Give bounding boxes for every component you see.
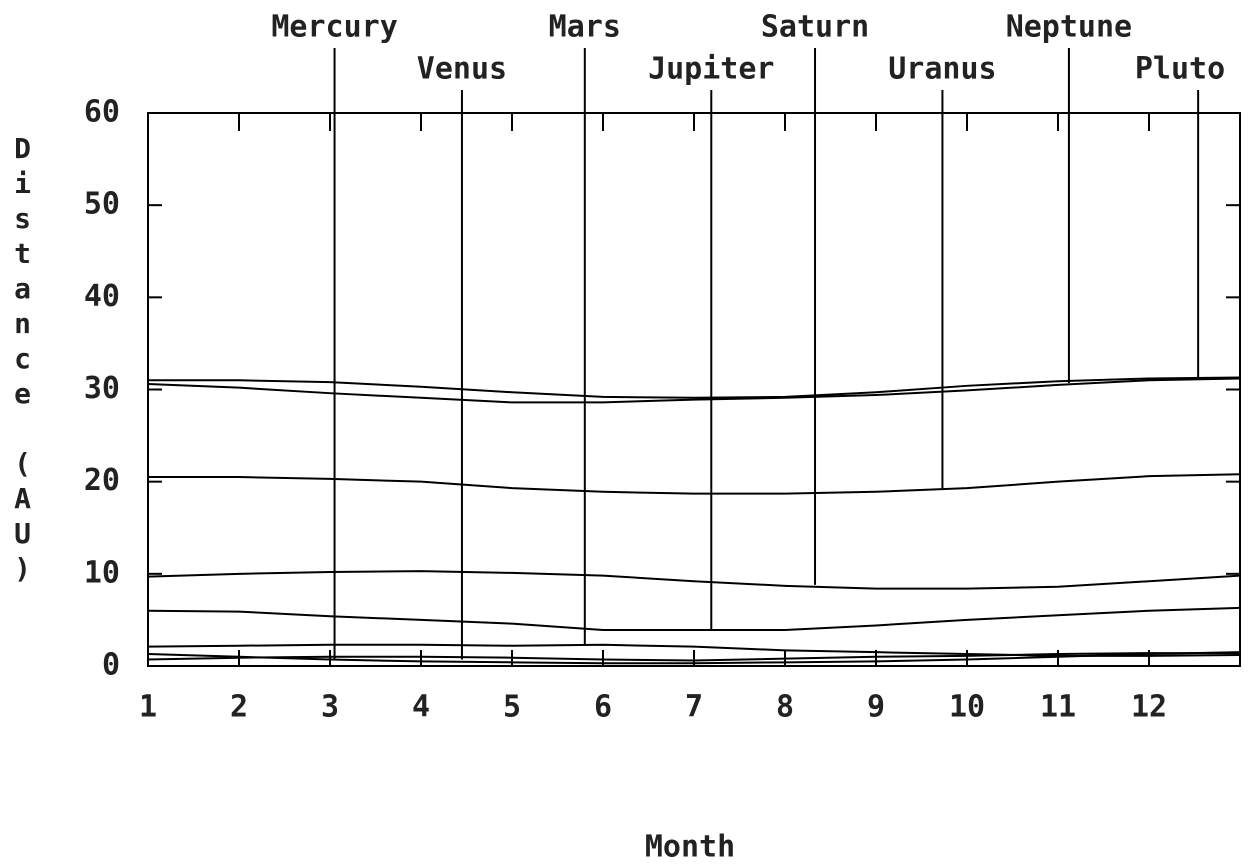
- x-tick-label: 3: [321, 690, 339, 725]
- y-tick-label: 60: [84, 95, 120, 130]
- series-line: [147, 652, 1240, 662]
- series-line: [147, 651, 1241, 665]
- x-tick-label: 5: [503, 690, 521, 725]
- annotation-label: Pluto: [1135, 52, 1225, 87]
- annotation-label: Mars: [549, 10, 621, 45]
- x-tick-label: 1: [139, 690, 157, 725]
- y-tick-label: 20: [84, 463, 120, 498]
- series-line: [148, 473, 1241, 495]
- x-tick-label: 2: [230, 690, 248, 725]
- x-tick-label: 12: [1131, 690, 1167, 725]
- series-line: [147, 570, 1241, 590]
- y-tick-label: 0: [102, 648, 120, 683]
- x-tick-label: 7: [685, 690, 703, 725]
- x-tick-label: 8: [776, 690, 794, 725]
- annotation-label: Mercury: [271, 10, 397, 45]
- y-tick-label: 50: [84, 187, 120, 222]
- annotation-label: Jupiter: [648, 52, 774, 87]
- x-tick-label: 9: [867, 690, 885, 725]
- x-tick-label: 4: [412, 690, 430, 725]
- x-tick-label: 10: [949, 690, 985, 725]
- annotation-label: Uranus: [888, 52, 996, 87]
- x-axis-label: Month: [645, 830, 735, 865]
- annotation-label: Neptune: [1006, 10, 1132, 45]
- y-tick-label: 10: [84, 555, 120, 590]
- series-line: [147, 377, 1241, 404]
- annotation-label: Saturn: [761, 10, 869, 45]
- series-line: [147, 606, 1241, 632]
- plot-frame: [147, 112, 1241, 667]
- x-tick-label: 6: [594, 690, 612, 725]
- series-line: [148, 376, 1241, 399]
- annotation-label: Venus: [417, 52, 507, 87]
- y-tick-label: 40: [84, 279, 120, 314]
- x-tick-label: 11: [1040, 690, 1076, 725]
- y-tick-label: 30: [84, 371, 120, 406]
- y-axis-label: Distance (AU): [6, 132, 39, 587]
